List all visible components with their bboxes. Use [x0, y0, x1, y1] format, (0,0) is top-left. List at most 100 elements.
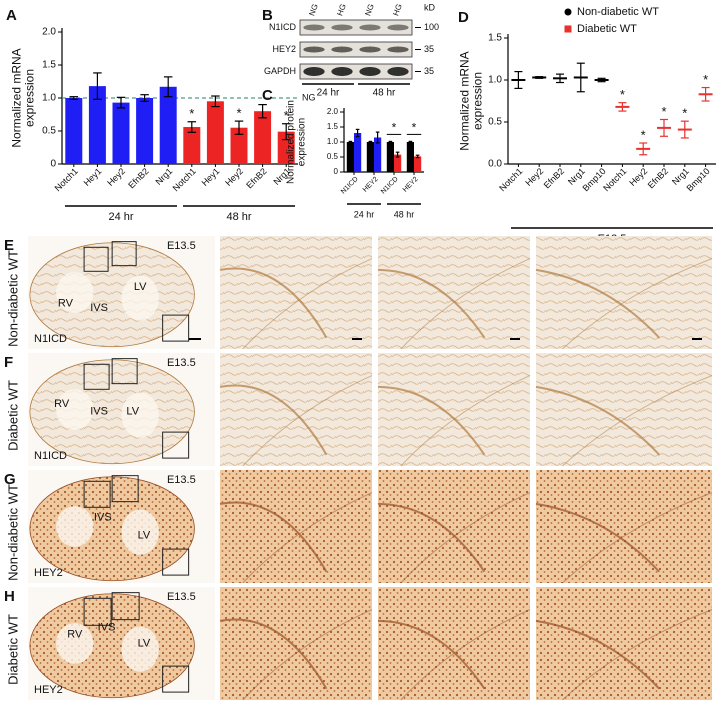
region-label: LV	[138, 529, 151, 541]
x-tick-label: EfnB2	[126, 166, 150, 190]
blot-band	[331, 46, 353, 53]
detail-image	[219, 470, 373, 584]
tissue-fold	[562, 258, 713, 350]
chamber	[56, 506, 94, 547]
x-tick-label: Notch1	[497, 166, 524, 193]
stain-label: N1ICD	[34, 333, 67, 345]
row-label: Non-diabetic WT	[5, 250, 20, 347]
chamber	[121, 275, 159, 321]
detail-image	[219, 587, 373, 701]
detail-image	[219, 236, 373, 350]
tissue-fold	[562, 375, 713, 467]
significance-label: *	[284, 108, 289, 123]
bar	[112, 102, 130, 164]
y-axis-label: Normalized mRNAexpression	[10, 48, 37, 147]
inset-box	[83, 597, 112, 626]
inset-box	[162, 314, 190, 342]
significance-label: *	[412, 121, 417, 135]
region-label: RV	[67, 628, 83, 640]
error-bar	[368, 140, 373, 144]
y-tick-label: 1.0	[327, 137, 339, 146]
image-bg	[220, 470, 372, 583]
error-bar	[93, 72, 102, 100]
tissue-fold	[535, 268, 660, 339]
bar	[88, 86, 106, 164]
x-tick-label: Notch1	[171, 166, 198, 193]
inset-box	[162, 548, 190, 576]
blot-band	[359, 24, 381, 31]
marker-label: 100	[424, 22, 439, 32]
x-tick-label: Notch1	[53, 166, 80, 193]
tissue-fold	[242, 375, 373, 467]
region-label: IVS	[94, 511, 112, 523]
region-label: IVS	[98, 622, 116, 634]
detail-image	[377, 587, 531, 701]
image-bg	[220, 353, 372, 466]
marker-label: 35	[424, 44, 434, 54]
error-bar	[187, 121, 197, 133]
x-tick-label: Hey2	[105, 166, 127, 188]
row-label: HEY2	[272, 44, 296, 54]
tissue-fold	[535, 619, 660, 690]
error-bar	[140, 94, 149, 102]
y-tick-label: 2.0	[42, 27, 56, 38]
tissue-fold	[535, 502, 660, 573]
image-bg	[536, 236, 712, 349]
x-tick-label: EfnB2	[542, 166, 566, 190]
chamber	[121, 509, 159, 555]
blot-band	[303, 46, 325, 53]
x-tick-label: HEY2	[402, 176, 420, 194]
y-tick-label: 1.5	[327, 122, 339, 131]
x-tick-label: HEY2	[362, 176, 380, 194]
detail-image	[535, 236, 713, 350]
bar	[406, 142, 414, 172]
image-bg	[378, 587, 530, 700]
error-bar	[69, 96, 79, 100]
row-label: Diabetic WT	[5, 614, 20, 685]
inset-box	[111, 592, 140, 621]
image-bg	[536, 353, 712, 466]
tissue-fold	[400, 492, 531, 584]
row-label: Non-diabetic WT	[5, 484, 20, 581]
tissue-fold	[377, 619, 486, 690]
bar	[159, 86, 177, 164]
x-tick-label: EfnB2	[244, 166, 268, 190]
y-tick-label: 0	[334, 167, 339, 176]
bar	[65, 98, 83, 164]
bar	[183, 127, 201, 164]
significance-label: *	[641, 127, 646, 142]
stain-label: HEY2	[34, 684, 63, 696]
chamber	[56, 623, 94, 664]
region-label: LV	[134, 281, 147, 293]
region-label: LV	[138, 637, 151, 649]
overview-image: IVS LV E13.5 HEY2	[28, 470, 215, 583]
significance-label: *	[703, 72, 708, 87]
significance-label: *	[392, 121, 397, 135]
tissue-fold	[377, 385, 486, 456]
error-bar	[388, 140, 393, 144]
y-tick-label: 0.5	[488, 117, 502, 128]
tissue-fold	[377, 502, 486, 573]
panel-label: A	[6, 7, 17, 24]
stage-label: E13.5	[167, 357, 196, 369]
row-label: Diabetic WT	[5, 380, 20, 451]
inset-box	[162, 665, 190, 693]
chamber	[121, 392, 159, 438]
inset-box	[162, 431, 190, 459]
image-bg	[220, 236, 372, 349]
inset-box	[83, 480, 111, 508]
tissue-fold	[219, 618, 328, 690]
significance-label: *	[682, 106, 687, 121]
y-tick-label: 1.0	[42, 93, 56, 104]
overview-image: RV IVS LV E13.5 N1ICD	[28, 236, 215, 349]
x-tick-label: Hey1	[82, 166, 104, 188]
chamber	[56, 389, 94, 430]
stain-label: N1ICD	[34, 450, 67, 462]
error-bar	[348, 140, 353, 144]
inset-box	[83, 246, 109, 272]
chamber	[121, 626, 159, 672]
group-label: 48 hr	[373, 88, 396, 99]
error-bar	[234, 120, 244, 135]
panel-label: D	[458, 9, 469, 26]
bar	[394, 154, 402, 172]
